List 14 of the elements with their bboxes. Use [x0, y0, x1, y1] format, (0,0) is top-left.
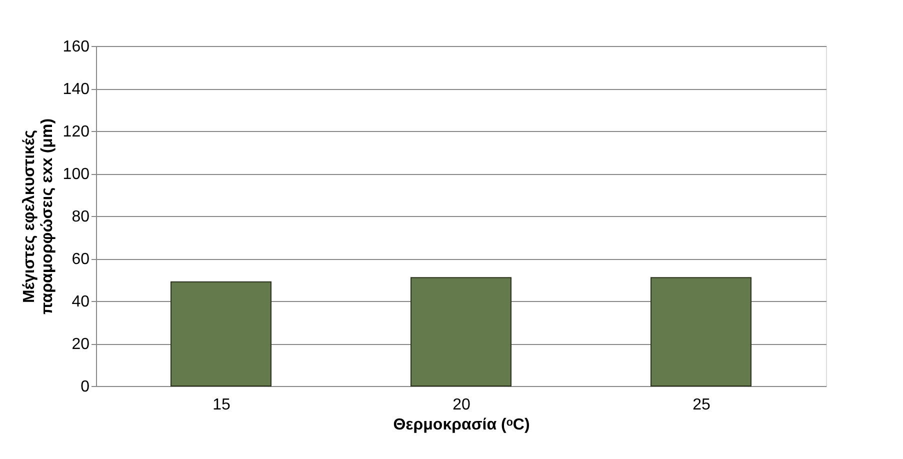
y-tick-label: 40 [72, 294, 90, 310]
y-tick-label: 60 [72, 251, 90, 268]
x-axis-title: Θερμοκρασία (ᵒC) [393, 416, 530, 434]
y-tick-label: 20 [72, 336, 90, 353]
y-tick-label: 100 [62, 166, 90, 183]
x-tick-label: 15 [212, 396, 230, 414]
y-tick-label: 120 [62, 124, 90, 140]
y-tick-label: 0 [80, 378, 90, 396]
y-axis-title: Μέγιστες εφελκυστικές παραμορφώσεις εxx (μm) [20, 118, 56, 315]
y-tick-label: 80 [72, 208, 90, 226]
y-tick-label: 140 [62, 81, 90, 98]
x-tick-label: 25 [692, 396, 710, 414]
x-tick-label: 20 [452, 396, 470, 414]
y-tick-label: 160 [62, 38, 90, 56]
